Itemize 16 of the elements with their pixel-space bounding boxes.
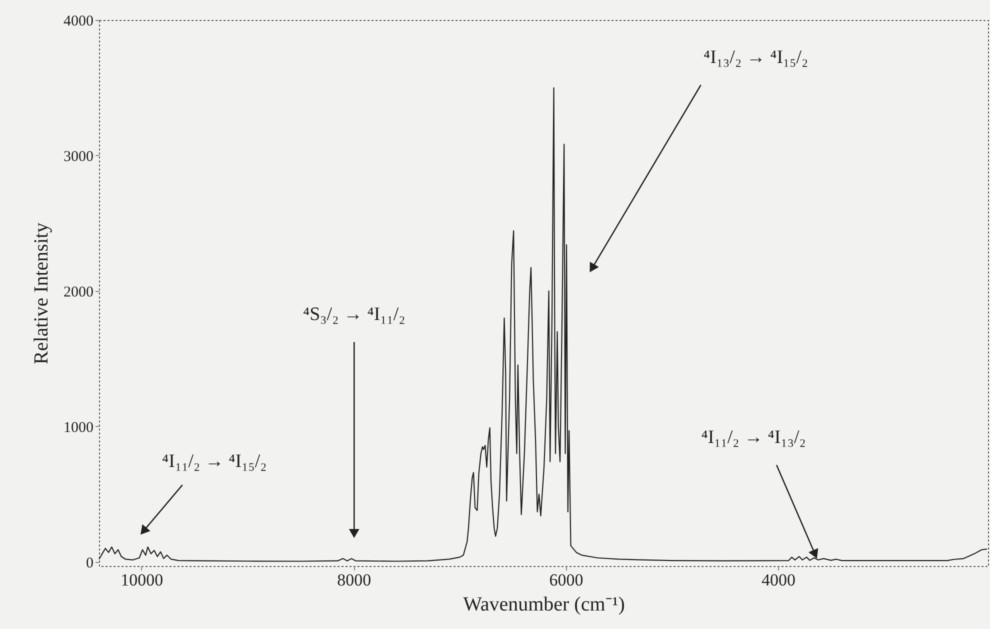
- y-axis-title: Relative Intensity: [30, 222, 52, 364]
- y-tick-label: 3000: [64, 148, 94, 165]
- y-tick-label: 1000: [64, 420, 94, 436]
- line-series: [98, 87, 988, 562]
- x-tick-label: 8000: [337, 570, 372, 590]
- annotation: ⁴I₁₃/₂ → ⁴I₁₅/₂: [703, 46, 808, 68]
- x-tick-label: 10000: [120, 570, 164, 590]
- x-tick-label: 6000: [549, 570, 584, 590]
- x-tick-label: 4000: [761, 570, 796, 590]
- x-axis-title: Wavenumber (cm⁻¹): [463, 594, 625, 616]
- annotation: ⁴I₁₁/₂ → ⁴I₁₅/₂: [162, 450, 267, 472]
- y-tick-label: 2000: [64, 284, 94, 300]
- y-tick-label: 4000: [64, 14, 94, 30]
- y-tick-label: 0: [86, 555, 94, 572]
- annotation: ⁴S₃/₂ → ⁴I₁₁/₂: [302, 304, 406, 325]
- annotation: ⁴I₁₁/₂ → ⁴I₁₃/₂: [701, 426, 806, 448]
